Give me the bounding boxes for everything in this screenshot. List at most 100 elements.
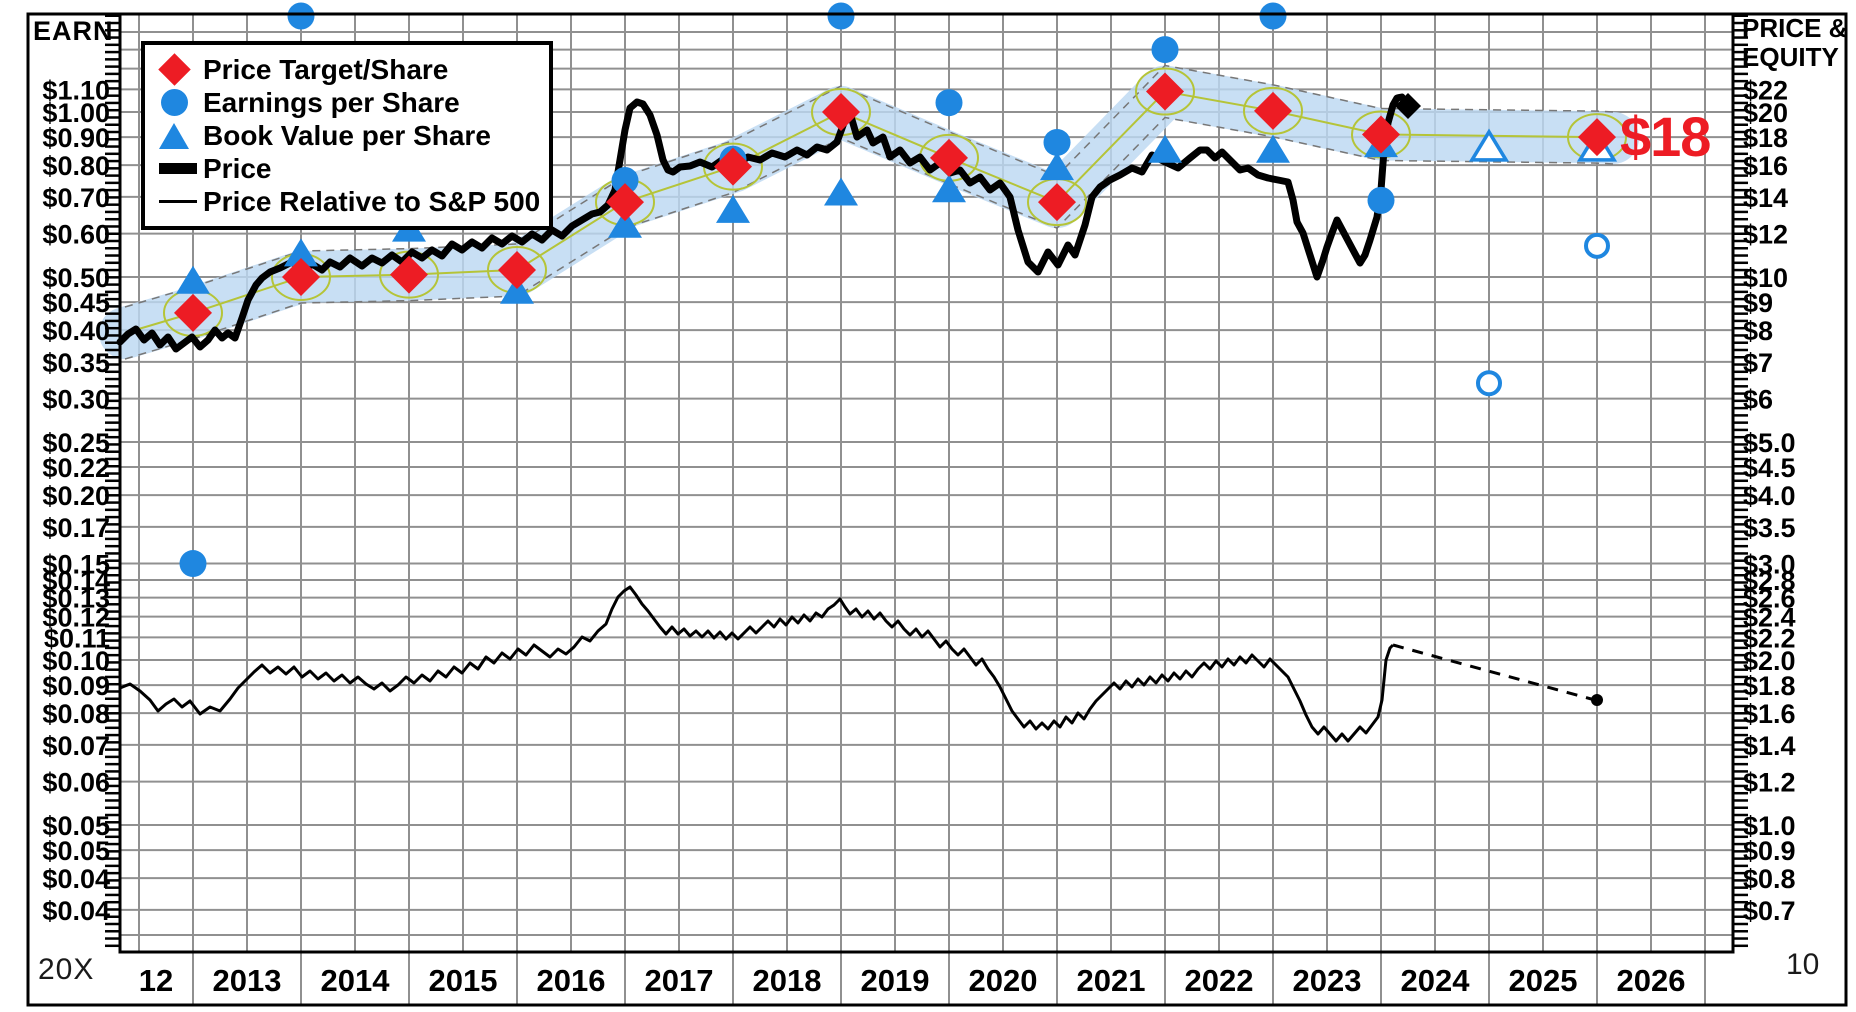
year-label: 2016 (537, 963, 606, 998)
price-target-marker (390, 255, 428, 294)
price-target-marker (1362, 115, 1400, 154)
book-value-marker (284, 238, 318, 267)
left-axis-label: $0.90 (42, 123, 110, 153)
book-value-marker (1040, 152, 1074, 181)
right-axis-label: $10 (1743, 263, 1788, 293)
left-axis-label: $0.20 (42, 481, 110, 511)
left-axis-label: $0.05 (42, 811, 110, 841)
right-axis-label: $0.7 (1743, 896, 1796, 926)
year-label: 2018 (753, 963, 822, 998)
legend-label: Price Target/Share (203, 53, 449, 85)
left-axis-label: $0.04 (42, 896, 110, 926)
band-target-ellipse (1135, 67, 1195, 116)
year-label: 2020 (969, 963, 1038, 998)
left-axis-label: $1.10 (42, 75, 110, 105)
band-target-ellipse (1243, 86, 1303, 135)
price-target-marker (714, 147, 752, 186)
right-axis-label: $12 (1743, 220, 1788, 250)
left-axis-label: $0.12 (42, 603, 110, 633)
eps-marker-clipped (827, 2, 855, 30)
legend-item-eps: Earnings per Share (159, 86, 539, 119)
right-axis-label: $2.6 (1743, 584, 1796, 614)
left-axis-label: $0.11 (44, 623, 110, 653)
right-axis-label: $4.5 (1743, 453, 1796, 483)
left-axis-label: $0.60 (42, 220, 110, 250)
legend-item-price-target: Price Target/Share (158, 53, 539, 86)
left-axis-title: EARN (33, 16, 114, 46)
eps-marker (611, 166, 639, 194)
left-axis-label: $0.07 (42, 731, 110, 761)
right-axis-label: $8 (1743, 316, 1773, 346)
price-target-marker (174, 293, 212, 332)
left-axis-label: $0.08 (42, 699, 110, 729)
legend-label: Earnings per Share (203, 86, 460, 118)
right-axis-label: $1.8 (1743, 671, 1796, 701)
left-axis-label: $0.45 (42, 288, 110, 318)
right-axis-label: $20 (1743, 98, 1788, 128)
book-value-marker (176, 265, 210, 294)
year-label: 2022 (1185, 963, 1254, 998)
legend: Price Target/Share Earnings per Share Bo… (141, 41, 553, 230)
book-value-marker (500, 275, 534, 304)
price-target-marker (498, 250, 536, 289)
right-axis-label: $14 (1743, 183, 1788, 213)
year-label: 2019 (861, 963, 930, 998)
price-target-marker (1254, 91, 1292, 130)
right-axis-label: $7 (1743, 348, 1773, 378)
left-axis-label: $0.13 (42, 584, 110, 614)
price-line (116, 93, 1406, 353)
legend-item-book-value: Book Value per Share (159, 119, 539, 152)
right-axis-label: $1.2 (1743, 768, 1796, 798)
right-axis-label: $5.0 (1743, 428, 1796, 458)
blue-circle-icon (159, 89, 203, 116)
thin-line-icon (159, 200, 203, 203)
year-label: 2015 (429, 963, 498, 998)
year-label: 2014 (321, 963, 391, 998)
left-axis-label: $0.06 (42, 768, 110, 798)
right-axis-title: PRICE & EQUITY (1742, 14, 1847, 72)
red-diamond-icon (158, 53, 203, 86)
right-axis-label: $0.9 (1743, 836, 1796, 866)
price-target-annotation: $18 (1620, 105, 1711, 168)
book-value-marker (608, 209, 642, 238)
right-axis-title-line1: PRICE & (1742, 13, 1848, 43)
bottom-right-label: 10 (1786, 948, 1820, 981)
eps-marker-clipped (287, 2, 315, 30)
left-axis-label: $0.05 (42, 836, 110, 866)
right-axis-label: $0.8 (1743, 864, 1796, 894)
right-axis-label: $2.4 (1743, 603, 1796, 633)
right-axis-label: $2.0 (1743, 646, 1796, 676)
right-axis-label: $2.2 (1743, 623, 1796, 653)
eps-marker (1043, 128, 1071, 156)
left-axis-label: $1.00 (42, 98, 110, 128)
year-label: 2021 (1077, 963, 1146, 998)
blue-triangle-icon (159, 122, 203, 149)
book-value-marker (824, 177, 858, 206)
left-axis-label: $0.22 (42, 453, 110, 483)
eps-estimate-marker (1476, 370, 1502, 397)
right-axis-label: $6 (1743, 385, 1773, 415)
price-end-diamond-marker (1395, 93, 1421, 119)
book-value-estimate-marker (1468, 128, 1510, 162)
price-relative-projection-dashed (1392, 643, 1596, 702)
eps-marker (1151, 36, 1179, 64)
right-axis-label: $9 (1743, 288, 1773, 318)
price-target-marker (282, 258, 320, 296)
year-label: 12 (139, 963, 173, 998)
pe-multiplier-label: 20X (38, 953, 95, 986)
right-axis-label: $3.0 (1743, 550, 1796, 580)
left-axis-label: $0.70 (42, 183, 110, 213)
plot-border (118, 12, 1735, 954)
left-axis-label: $0.25 (42, 428, 110, 458)
band-edge-dashed (124, 64, 1614, 308)
right-axis-label: $1.0 (1743, 811, 1796, 841)
left-axis-label: $0.09 (42, 671, 110, 701)
left-axis-label: $0.04 (42, 864, 110, 894)
price-target-marker (1146, 72, 1184, 111)
year-label: 2025 (1509, 963, 1578, 998)
eps-marker (1367, 186, 1395, 214)
right-axis-label: $4.0 (1743, 481, 1796, 511)
year-label: 2017 (645, 963, 714, 998)
legend-label: Price Relative to S&P 500 (203, 185, 541, 217)
